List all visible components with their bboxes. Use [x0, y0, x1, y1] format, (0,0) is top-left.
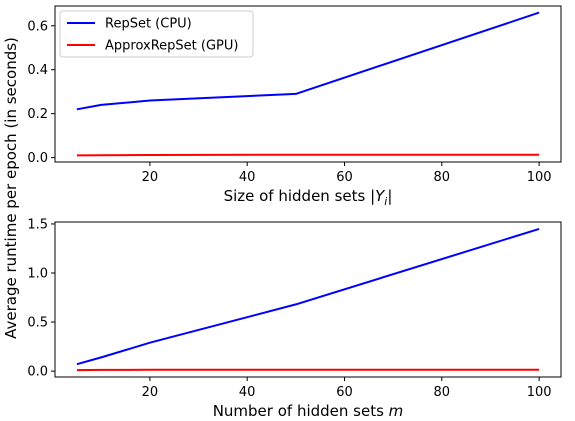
panel1-x-tick-label: 60 — [336, 170, 353, 185]
panel2-x-axis-label: Number of hidden sets m — [213, 402, 404, 420]
panel2-y-tick-label: 0.5 — [27, 316, 48, 331]
panel1-y-tick-label: 0.2 — [27, 107, 48, 122]
legend-label-repset: RepSet (CPU) — [105, 17, 192, 32]
panel1-x-tick-label: 100 — [527, 170, 552, 185]
panel1-y-tick-label: 0.0 — [27, 151, 48, 166]
panel2-plot-frame — [54, 221, 562, 378]
shared-y-axis-label: Average runtime per epoch (in seconds) — [2, 37, 20, 339]
panel1-x-tick-label: 80 — [434, 170, 451, 185]
panel2-series-repset-line — [76, 227, 540, 366]
legend-box — [59, 10, 254, 58]
panel2-y-tick-label: 0.0 — [27, 365, 48, 380]
panel1-x-axis-label: Size of hidden sets |Yi| — [224, 187, 393, 208]
panel1-x-tick-label: 20 — [142, 170, 159, 185]
panel1-plot-frame — [54, 5, 562, 163]
panel1-y-tick-label: 0.4 — [27, 63, 48, 78]
panel2-x-tick-label: 100 — [527, 385, 552, 400]
panel2-x-tick-label: 60 — [336, 385, 353, 400]
panel2-y-tick-label: 1.0 — [27, 267, 48, 282]
panel1-series-repset-line — [76, 11, 540, 111]
legend-label-approxrepset: ApproxRepSet (GPU) — [105, 39, 238, 54]
panel2-x-tick-label: 80 — [434, 385, 451, 400]
panel2-y-tick-label: 1.5 — [27, 217, 48, 232]
panel2-x-tick-label: 40 — [239, 385, 256, 400]
panel1-x-tick-label: 40 — [239, 170, 256, 185]
panel1-series-approxrepset-line — [76, 153, 540, 157]
panel1-y-tick-label: 0.6 — [27, 19, 48, 34]
panel2-x-tick-label: 20 — [142, 385, 159, 400]
